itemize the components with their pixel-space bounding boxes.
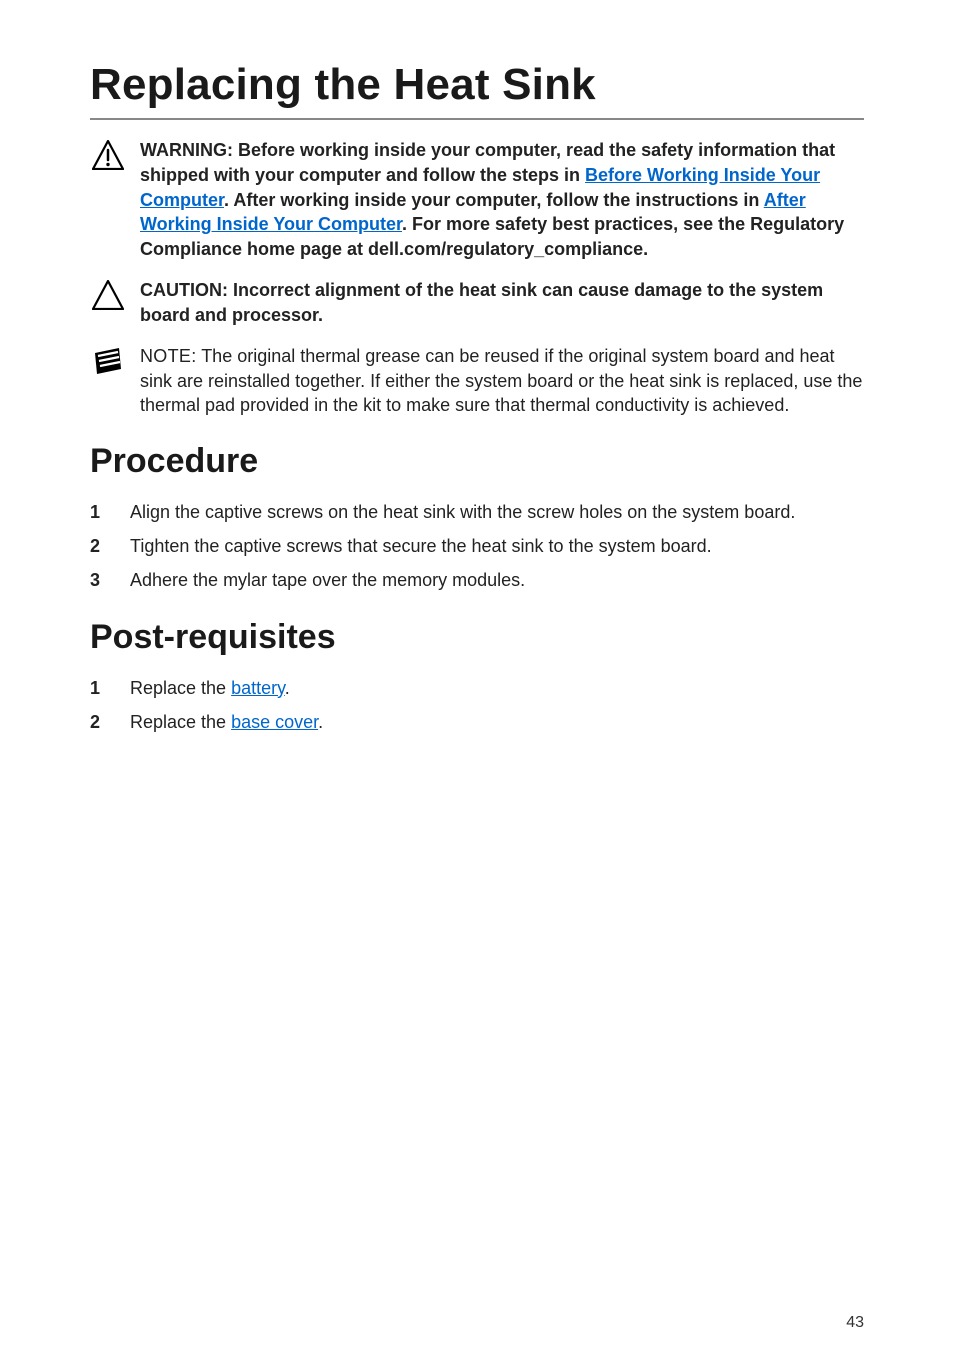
- procedure-heading: Procedure: [90, 442, 864, 481]
- caution-body: Incorrect alignment of the heat sink can…: [140, 280, 823, 325]
- warning-icon: [90, 138, 126, 170]
- procedure-step: Adhere the mylar tape over the memory mo…: [90, 567, 864, 593]
- post-requisites-steps: Replace the battery. Replace the base co…: [90, 675, 864, 735]
- procedure-steps: Align the captive screws on the heat sin…: [90, 499, 864, 593]
- step-text: Replace the: [130, 712, 231, 732]
- note-body: The original thermal grease can be reuse…: [140, 346, 862, 416]
- page-title: Replacing the Heat Sink: [90, 60, 864, 112]
- step-text: Replace the: [130, 678, 231, 698]
- base-cover-link[interactable]: base cover: [231, 712, 318, 732]
- battery-link[interactable]: battery: [231, 678, 285, 698]
- warning-text: WARNING: Before working inside your comp…: [140, 138, 864, 262]
- note-icon: [90, 344, 126, 376]
- warning-callout: WARNING: Before working inside your comp…: [90, 138, 864, 262]
- title-divider: [90, 118, 864, 120]
- caution-text: CAUTION: Incorrect alignment of the heat…: [140, 278, 864, 328]
- warning-label: WARNING:: [140, 140, 233, 160]
- procedure-step: Tighten the captive screws that secure t…: [90, 533, 864, 559]
- procedure-step: Align the captive screws on the heat sin…: [90, 499, 864, 525]
- document-page: Replacing the Heat Sink WARNING: Before …: [0, 0, 954, 1366]
- caution-callout: CAUTION: Incorrect alignment of the heat…: [90, 278, 864, 328]
- post-requisites-step: Replace the base cover.: [90, 709, 864, 735]
- step-text: .: [318, 712, 323, 732]
- post-requisites-step: Replace the battery.: [90, 675, 864, 701]
- step-text: .: [285, 678, 290, 698]
- caution-icon: [90, 278, 126, 310]
- note-callout: NOTE: The original thermal grease can be…: [90, 344, 864, 418]
- note-text: NOTE: The original thermal grease can be…: [140, 344, 864, 418]
- note-label: NOTE:: [140, 346, 197, 366]
- page-number: 43: [846, 1314, 864, 1332]
- caution-label: CAUTION:: [140, 280, 228, 300]
- post-requisites-heading: Post-requisites: [90, 618, 864, 657]
- warning-mid: . After working inside your computer, fo…: [224, 190, 764, 210]
